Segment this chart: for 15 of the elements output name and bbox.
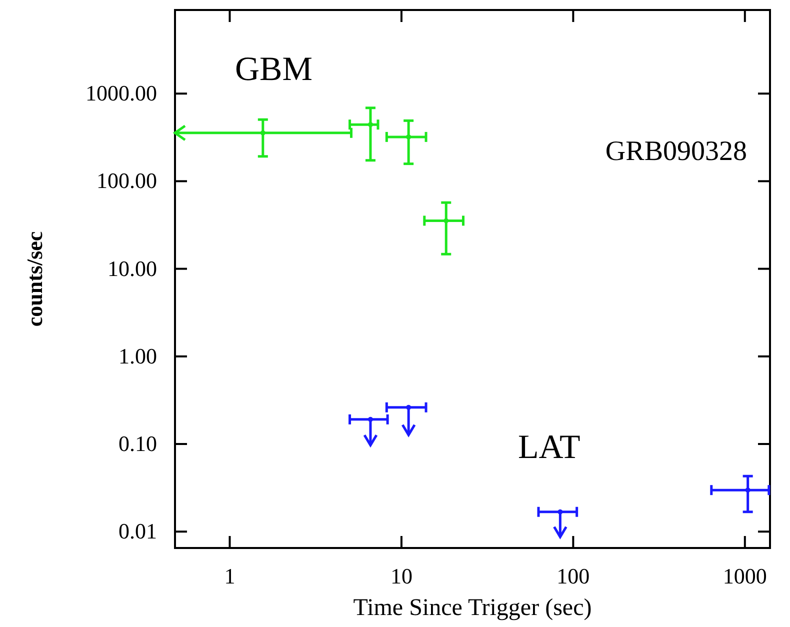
x-tick-label: 1000 [722, 564, 767, 589]
y-axis-title: counts/sec [22, 231, 47, 327]
x-tick-label: 100 [556, 564, 590, 589]
annotation: GBM [235, 51, 312, 88]
annotation: LAT [518, 429, 581, 466]
y-tick-label: 100.00 [96, 168, 157, 194]
y-tick-label: 1.00 [118, 343, 157, 368]
x-tick-label: 10 [390, 564, 412, 589]
y-tick-label: 10.00 [108, 256, 157, 281]
x-axis-title: Time Since Trigger (sec) [353, 595, 592, 621]
y-tick-label: 0.01 [118, 518, 157, 544]
x-tick-label: 1 [224, 564, 236, 589]
y-tick-label: 1000.00 [86, 80, 157, 106]
annotation: GRB090328 [605, 136, 747, 167]
y-tick-label: 0.10 [118, 431, 157, 456]
